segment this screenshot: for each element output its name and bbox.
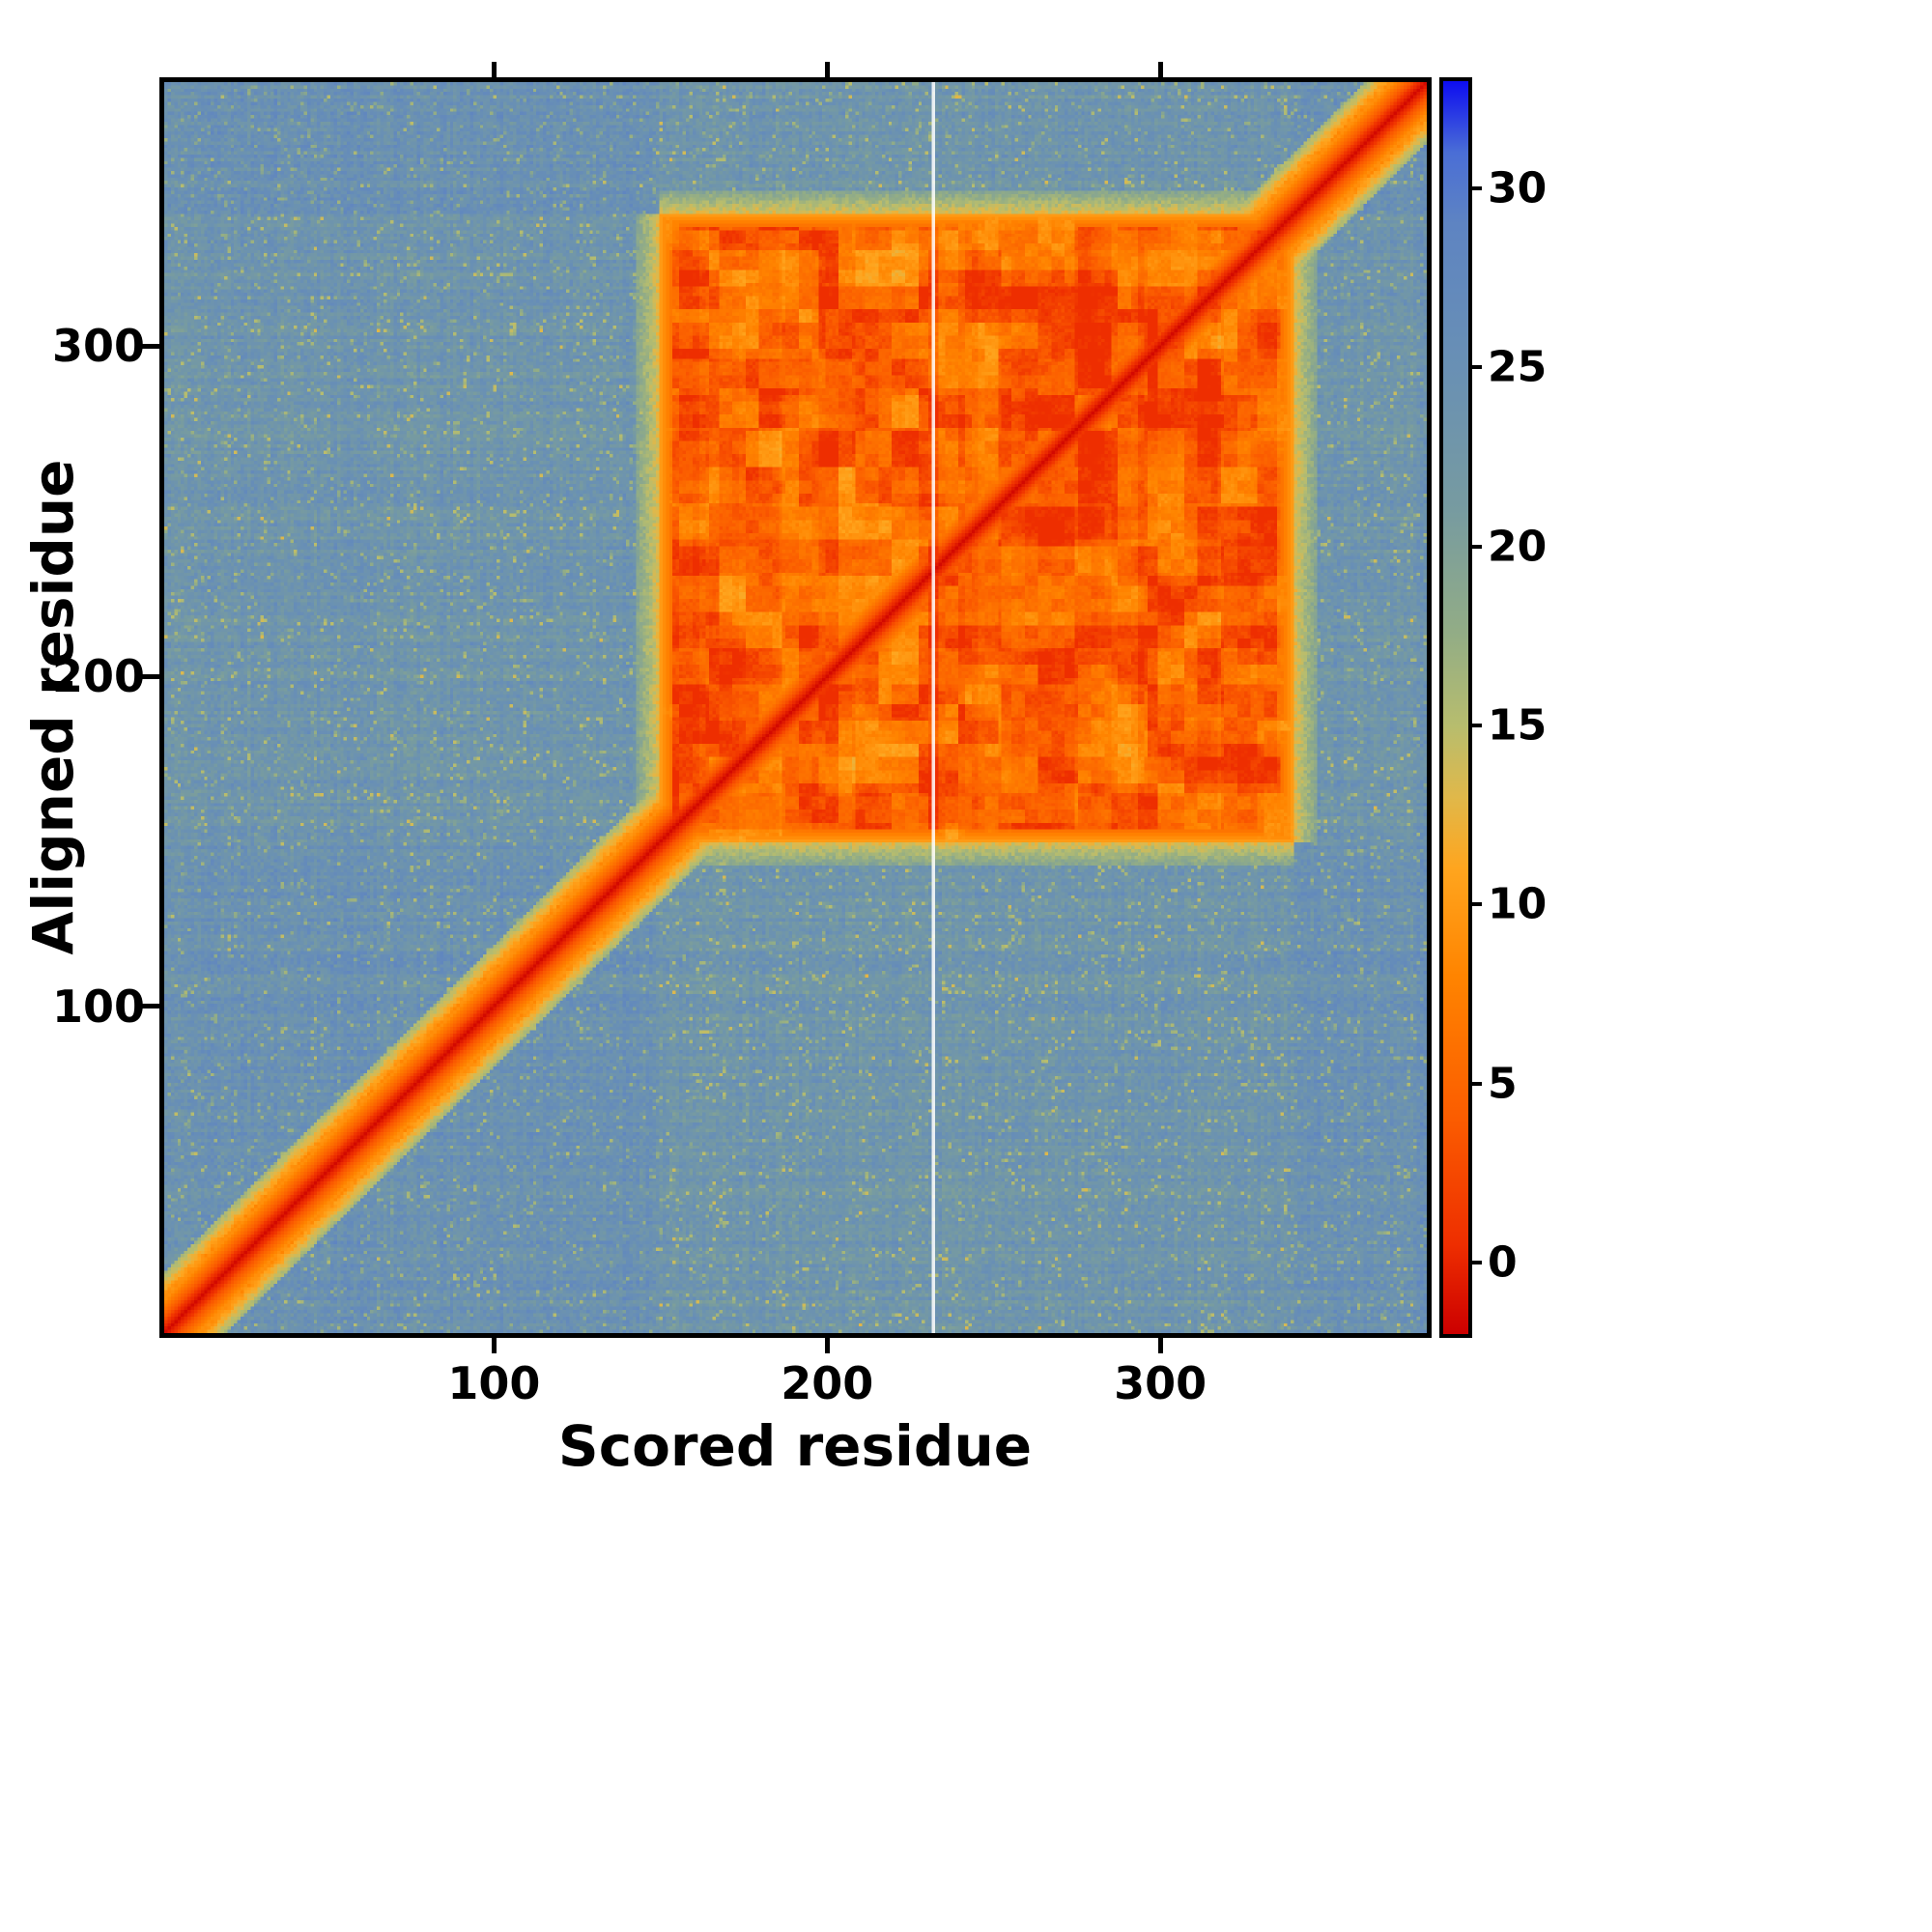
x-tick-label: 100 xyxy=(447,1357,541,1409)
x-tick-label: 200 xyxy=(781,1357,874,1409)
colorbar-tick-mark xyxy=(1472,724,1482,728)
colorbar xyxy=(1439,77,1472,1338)
x-axis-label: Scored residue xyxy=(557,1413,1033,1479)
colorbar-tick-mark xyxy=(1472,186,1482,191)
colorbar-tick-mark xyxy=(1472,902,1482,907)
colorbar-tick-label: 5 xyxy=(1488,1059,1518,1109)
x-tick-mark-top xyxy=(491,62,497,77)
x-tick-mark-top xyxy=(1157,62,1163,77)
colorbar-tick-mark xyxy=(1472,365,1482,370)
colorbar-tick-label: 25 xyxy=(1488,342,1548,392)
heatmap-plot-frame xyxy=(159,77,1432,1338)
y-tick-mark-left xyxy=(142,343,159,349)
colorbar-tick-label: 20 xyxy=(1488,522,1548,572)
x-tick-mark-top xyxy=(824,62,830,77)
colorbar-tick-label: 30 xyxy=(1488,163,1548,213)
y-axis-label: Aligned residue xyxy=(20,459,86,955)
y-tick-mark-left xyxy=(142,673,159,679)
heatmap-canvas xyxy=(164,82,1427,1333)
x-tick-mark-bottom xyxy=(491,1338,497,1353)
colorbar-gradient xyxy=(1443,81,1468,1334)
colorbar-tick-label: 15 xyxy=(1488,700,1548,751)
colorbar-tick-mark xyxy=(1472,544,1482,549)
y-tick-label: 100 xyxy=(51,980,145,1033)
y-tick-label: 300 xyxy=(51,320,145,373)
colorbar-tick-label: 10 xyxy=(1488,879,1548,929)
x-tick-mark-bottom xyxy=(1157,1338,1163,1353)
y-tick-mark-left xyxy=(142,1004,159,1009)
colorbar-tick-mark xyxy=(1472,1081,1482,1086)
y-tick-label: 200 xyxy=(51,650,145,703)
x-tick-label: 300 xyxy=(1114,1357,1208,1409)
colorbar-tick-mark xyxy=(1472,1260,1482,1264)
colorbar-tick-label: 0 xyxy=(1488,1237,1518,1288)
x-tick-mark-bottom xyxy=(824,1338,830,1353)
